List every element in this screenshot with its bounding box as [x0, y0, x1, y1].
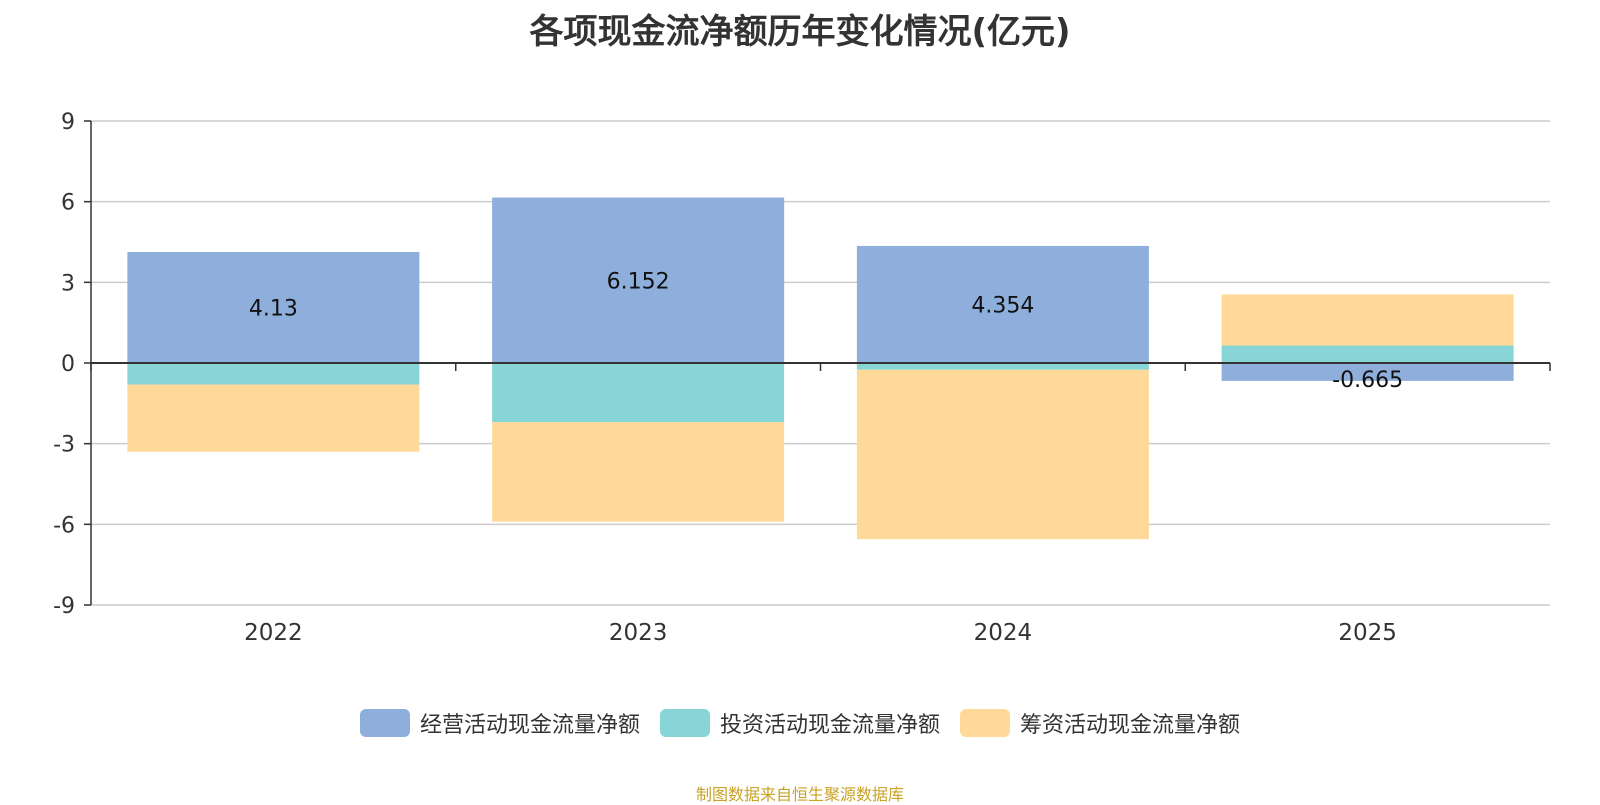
y-tick-label: -9: [53, 594, 75, 619]
y-tick-label: 6: [61, 191, 75, 216]
bar: [1221, 363, 1514, 381]
y-tick-label: 9: [61, 110, 75, 135]
legend-item[interactable]: 筹资活动现金流量净额: [960, 707, 1240, 739]
legend-item[interactable]: 经营活动现金流量净额: [359, 707, 640, 739]
legend-swatch: [960, 709, 1010, 737]
legend-swatch: [359, 709, 410, 737]
legend: 经营活动现金流量净额 投资活动现金流量净额 筹资活动现金流量净额: [0, 706, 1600, 740]
bar: [127, 251, 420, 363]
x-tick-label: 2023: [609, 620, 668, 646]
bar: [1221, 345, 1514, 363]
x-tick-label: 2024: [974, 620, 1033, 646]
bar: [1221, 294, 1514, 346]
data-label: -0.665: [1332, 368, 1403, 393]
bar: [856, 369, 1149, 540]
legend-label: 经营活动现金流量净额: [419, 713, 640, 738]
bar: [492, 363, 785, 423]
data-label: 4.13: [249, 296, 298, 321]
data-label: 6.152: [607, 269, 670, 294]
bar: [127, 363, 420, 385]
source-note: 制图数据来自恒生聚源数据库: [695, 785, 904, 804]
legend-label: 筹资活动现金流量净额: [1020, 713, 1241, 738]
bar: [856, 245, 1149, 363]
bar: [492, 197, 785, 363]
y-tick-label: -3: [53, 433, 75, 458]
y-tick-label: 3: [61, 271, 75, 296]
x-tick-label: 2022: [244, 620, 303, 646]
legend-swatch: [659, 709, 710, 737]
bar: [492, 422, 785, 522]
y-tick-label: -6: [53, 513, 75, 538]
bar: [127, 384, 420, 452]
chart-title: 各项现金流净额历年变化情况(亿元): [529, 12, 1071, 52]
legend-item[interactable]: 投资活动现金流量净额: [659, 707, 940, 739]
y-tick-label: 0: [61, 352, 75, 377]
data-label: 4.354: [971, 293, 1034, 318]
bar: [856, 363, 1149, 370]
legend-label: 投资活动现金流量净额: [719, 713, 940, 738]
x-tick-label: 2025: [1338, 620, 1397, 646]
